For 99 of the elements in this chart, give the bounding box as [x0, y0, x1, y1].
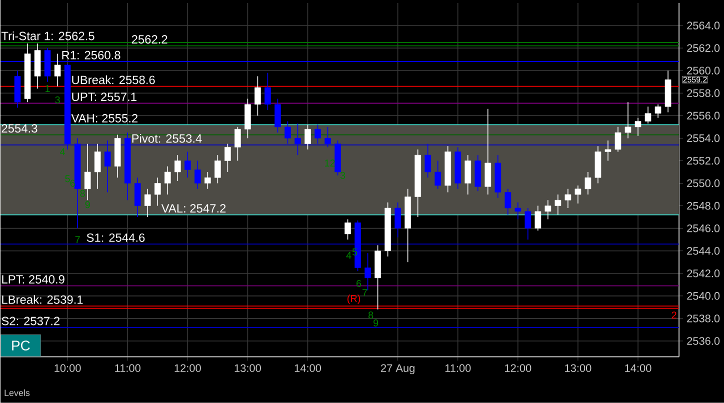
annotation: 2 [672, 312, 676, 319]
annotation: 3 [55, 96, 60, 104]
candlestick [624, 102, 632, 139]
y-tick-label: 2562.0 [687, 44, 720, 52]
y-tick-label: 2560.0 [687, 66, 720, 75]
candlestick [604, 140, 612, 162]
candlestick [274, 98, 281, 134]
annotation: 4 [60, 148, 66, 156]
candlestick [214, 154, 221, 184]
candlestick [224, 144, 231, 173]
annotation: 5 [65, 175, 70, 182]
y-tick-label: 2554.0 [687, 134, 720, 142]
candlestick [194, 160, 201, 190]
candlestick [234, 126, 241, 162]
candlestick [464, 154, 472, 196]
annotation: 8 [368, 312, 374, 319]
text: Levels [4, 390, 30, 396]
candlestick [574, 185, 582, 204]
candlestick [154, 177, 161, 206]
candlestick [134, 177, 141, 218]
candlestick [534, 206, 542, 232]
candlestick [174, 154, 181, 182]
candlestick [314, 124, 321, 144]
y-tick-label: 2540.0 [687, 292, 720, 300]
candlestick [434, 160, 441, 190]
x-tick-label: 12:00 [174, 364, 201, 372]
candlestick [54, 53, 61, 87]
annotation: 8 [80, 190, 85, 198]
candlestick [264, 72, 271, 111]
ref-line-label: 2554.3 [2, 124, 38, 133]
candlestick [254, 76, 261, 116]
candlestick [524, 208, 532, 240]
candlestick [584, 172, 592, 196]
candlestick [614, 126, 622, 152]
y-tick-label: 2552.0 [687, 156, 720, 165]
y-tick-label: 2548.0 [687, 202, 720, 210]
annotation: 9 [85, 201, 90, 208]
annotation: 7 [75, 236, 80, 244]
annotation: 3 [340, 172, 346, 180]
annotation: 1 [46, 85, 50, 92]
ref-line-label: VAL: 2547.2 [161, 204, 226, 213]
annotation: 4 [346, 252, 352, 259]
candlestick [394, 202, 401, 238]
candlestick [104, 140, 111, 193]
annotation: (R) [347, 294, 360, 304]
candlestick [554, 194, 562, 216]
ref-line-label: R1: 2560.8 [62, 51, 120, 60]
ref-line-label: LPT: 2540.9 [2, 275, 64, 284]
ref-line-label: VAH: 2555.2 [71, 114, 138, 123]
candlestick [424, 144, 431, 178]
x-tick-label: 14:00 [625, 364, 652, 372]
ref-line-label: Tri-Star 1: 2562.5 [1, 32, 94, 40]
y-tick-label: 2544.0 [687, 247, 720, 255]
x-tick-label: 27 Aug [381, 364, 414, 374]
candlestick [204, 172, 211, 190]
x-tick-label: 13:00 [565, 364, 592, 372]
candlestick [94, 144, 101, 190]
x-tick-label: 10:00 [54, 364, 81, 372]
candlestick [504, 188, 512, 216]
x-tick-label: 14:00 [294, 364, 322, 372]
candlestick [164, 166, 171, 196]
candlestick [544, 200, 552, 220]
candlestick [484, 108, 492, 196]
candlestick [84, 144, 91, 201]
y-tick-label: 2558.0 [687, 89, 720, 98]
candlestick [324, 126, 331, 148]
ref-line-label: UPT: 2557.1 [72, 92, 136, 102]
y-tick-label: 2564.0 [687, 22, 720, 30]
ref-line-label: UBreak: 2558.6 [72, 76, 155, 84]
annotation: 7 [362, 289, 368, 296]
y-tick-label: 2536.0 [687, 337, 720, 345]
candlestick [144, 188, 151, 218]
annotation: 9 [374, 320, 378, 327]
y-tick-label: 2546.0 [687, 224, 720, 232]
ref-line-label: LBreak: 2539.1 [2, 295, 83, 304]
candlestick [644, 106, 652, 124]
ref-line-label: S1: 2544.6 [86, 234, 145, 242]
candlestick [284, 121, 291, 144]
candlestick [564, 188, 572, 209]
y-tick-label: 2542.0 [687, 270, 720, 278]
candlestick [344, 219, 351, 240]
ref-line-label: Pivot: 2553.4 [132, 134, 202, 143]
candlestick [184, 151, 191, 178]
ref-line-label: S2: 2537.2 [2, 316, 60, 326]
ref-line-label: 2562.2 [132, 35, 168, 44]
candlestick [514, 202, 522, 220]
x-tick-label: 13:00 [234, 364, 261, 372]
y-tick-label: 2550.0 [687, 180, 720, 188]
y-tick-label: 2556.0 [687, 112, 720, 120]
x-tick-label: 11:00 [445, 364, 471, 372]
candlestick [364, 252, 371, 291]
x-tick-label: 12:00 [505, 364, 532, 372]
candlestick [634, 118, 642, 136]
annotation: PC [12, 340, 30, 351]
candlestick [294, 123, 301, 156]
y-tick-label: 2538.0 [687, 314, 720, 322]
candlestick [304, 124, 311, 150]
candlestick [654, 104, 662, 118]
x-tick-label: 11:00 [115, 364, 140, 372]
